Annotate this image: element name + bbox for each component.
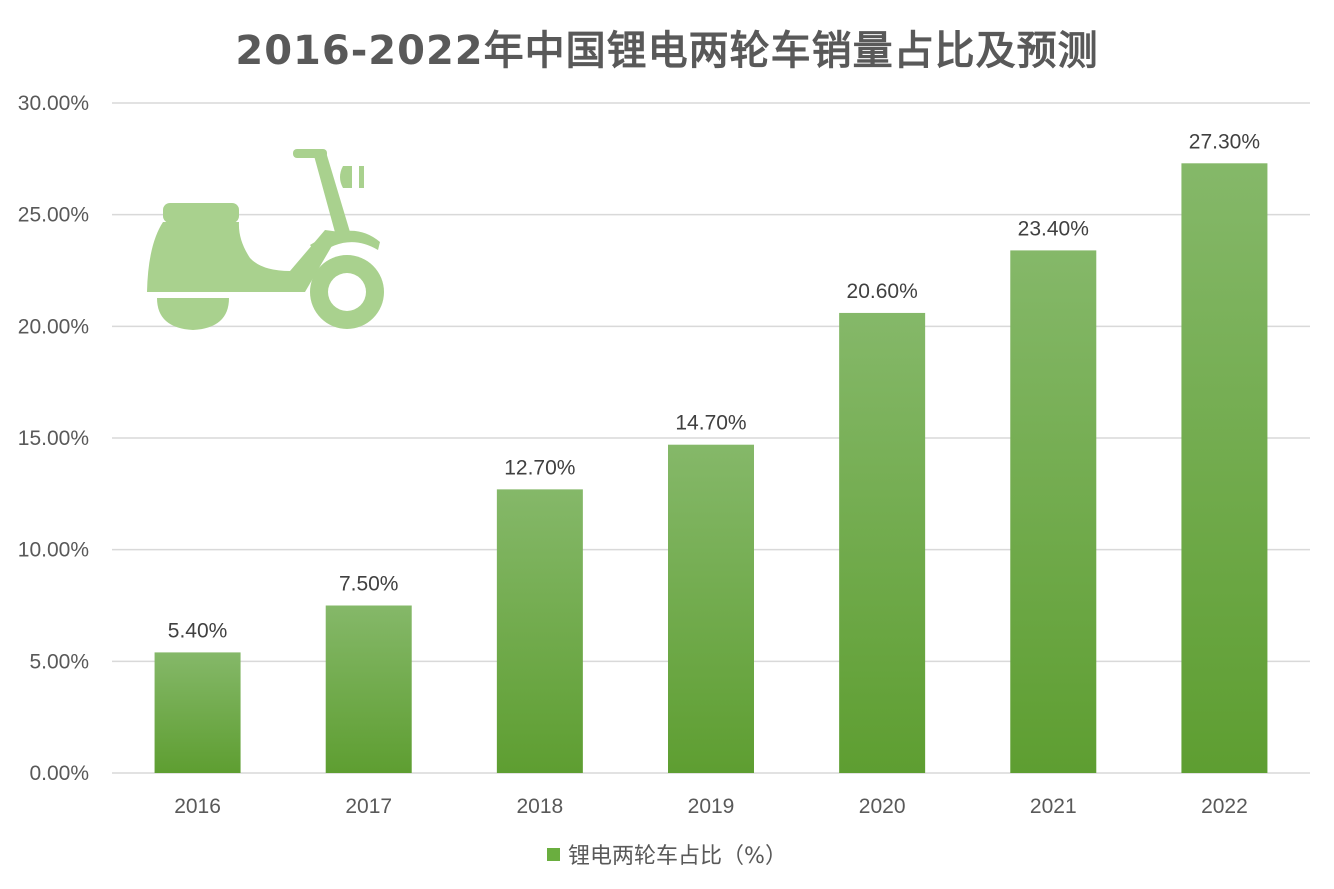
data-label: 12.70% xyxy=(504,456,575,479)
x-tick-label: 2022 xyxy=(1201,795,1248,818)
bars xyxy=(154,163,1268,774)
y-tick-label: 5.00% xyxy=(29,650,89,673)
bar xyxy=(154,652,241,773)
x-tick-label: 2019 xyxy=(688,795,735,818)
legend-label: 锂电两轮车占比（%） xyxy=(568,844,787,869)
bar xyxy=(1181,163,1268,774)
y-tick-label: 30.00% xyxy=(18,92,89,115)
y-tick-label: 0.00% xyxy=(29,762,89,785)
x-tick-label: 2018 xyxy=(516,795,563,818)
x-tick-label: 2016 xyxy=(174,795,221,818)
data-label: 14.70% xyxy=(675,412,746,435)
bar xyxy=(325,605,412,773)
x-axis-ticks: 2016 2017 2018 2019 2020 2021 2022 xyxy=(174,795,1248,818)
x-tick-label: 2017 xyxy=(345,795,392,818)
data-labels: 5.40% 7.50% 12.70% 14.70% 20.60% 23.40% 27.30% xyxy=(168,130,1260,642)
y-tick-label: 15.00% xyxy=(18,427,89,450)
data-label: 20.60% xyxy=(847,280,918,303)
y-tick-label: 20.00% xyxy=(18,315,89,338)
y-axis-ticks: 0.00% 5.00% 10.00% 15.00% 20.00% 25.00% 30.00% xyxy=(18,92,89,785)
data-label: 7.50% xyxy=(339,573,399,596)
bar xyxy=(1010,250,1097,773)
chart-title: 2016-2022年中国锂电两轮车销量占比及预测 xyxy=(235,28,1099,74)
bar xyxy=(839,312,926,773)
x-tick-label: 2020 xyxy=(859,795,906,818)
legend: 锂电两轮车占比（%） xyxy=(0,838,1334,870)
y-tick-label: 10.00% xyxy=(18,539,89,562)
data-label: 23.40% xyxy=(1018,217,1089,240)
electric-scooter-icon xyxy=(147,149,384,330)
x-tick-label: 2021 xyxy=(1030,795,1077,818)
bar xyxy=(496,489,583,773)
y-tick-label: 25.00% xyxy=(18,204,89,227)
data-label: 27.30% xyxy=(1189,130,1260,153)
data-label: 5.40% xyxy=(168,619,228,642)
legend-swatch xyxy=(547,847,561,861)
bar xyxy=(668,444,754,773)
